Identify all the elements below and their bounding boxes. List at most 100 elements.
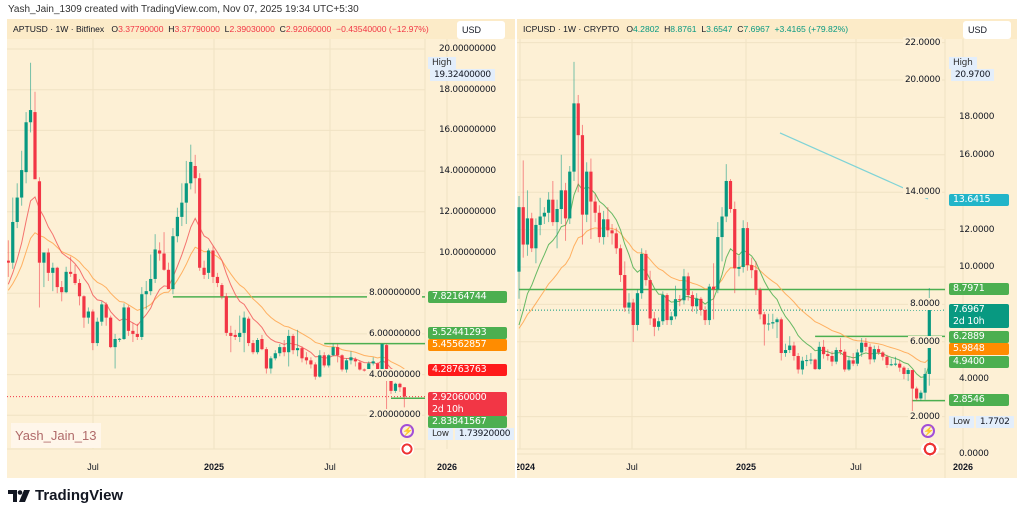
price-tick-label: 0.0000 xyxy=(959,449,989,459)
close-value: 2.92060000 xyxy=(285,24,332,34)
low-marker-value: 1.73920000 xyxy=(454,428,515,440)
low-marker: Low 1.7702 xyxy=(949,416,1014,428)
candle-body xyxy=(95,321,99,344)
candle-body xyxy=(665,295,669,321)
candle-body xyxy=(344,360,349,370)
candle-body xyxy=(202,267,206,275)
candle-body xyxy=(171,236,175,290)
candle xyxy=(758,287,762,320)
candle-body xyxy=(91,311,95,344)
candle xyxy=(906,367,910,382)
low-marker-label: Low xyxy=(949,416,974,428)
candle-body xyxy=(393,383,398,391)
candle xyxy=(46,248,50,281)
candle xyxy=(73,264,77,286)
candle-body xyxy=(669,316,673,321)
author-watermark: Yash_Jain_13 xyxy=(11,423,101,448)
high-value: 3.37790000 xyxy=(174,24,220,34)
us-flag-event-icon[interactable] xyxy=(400,442,414,456)
candle-body xyxy=(327,355,331,366)
candle xyxy=(104,302,108,326)
candle-body xyxy=(648,280,652,319)
candle xyxy=(563,182,568,241)
candle-body xyxy=(813,359,817,370)
candle-body xyxy=(826,354,830,357)
candle-body xyxy=(631,302,635,325)
candle-body xyxy=(64,271,68,293)
high-marker-label: High xyxy=(428,57,456,69)
candle-body xyxy=(703,310,707,321)
currency-selector[interactable]: USD xyxy=(963,21,1011,39)
us-flag-event-icon[interactable] xyxy=(921,442,939,456)
candle xyxy=(821,339,826,359)
tradingview-logo[interactable]: TradingView xyxy=(8,487,123,504)
price-tick-label: 10.00000000 xyxy=(439,247,496,258)
price-tick-label: 6.00000000 xyxy=(367,327,423,340)
moving-average-slow-line xyxy=(518,227,930,364)
candle xyxy=(711,263,716,320)
chart-panel-aptusd[interactable]: APTUSD · 1W · Bitfinex O3.37790000 H3.37… xyxy=(7,19,515,478)
candle xyxy=(402,387,406,408)
lightning-event-icon[interactable]: ⚡ xyxy=(921,424,935,438)
candle-body xyxy=(695,298,699,307)
candle-body xyxy=(51,267,55,273)
candle-body xyxy=(211,250,215,277)
candle-body xyxy=(707,286,711,321)
candle xyxy=(678,295,682,307)
candle-body xyxy=(919,392,923,399)
icpusd-candlestick-chart[interactable] xyxy=(517,19,1017,478)
low-label: L xyxy=(701,24,707,34)
candle xyxy=(180,183,184,227)
open-label: O xyxy=(626,24,633,34)
candle-body xyxy=(86,311,90,318)
candle xyxy=(775,317,779,339)
candle-body xyxy=(741,228,745,267)
candle xyxy=(640,248,644,299)
candle-body xyxy=(576,103,580,136)
candle-body xyxy=(614,233,618,249)
candle-body xyxy=(278,347,282,354)
candle xyxy=(327,354,331,368)
price-tick-label: 18.0000 xyxy=(959,112,995,123)
tradingview-logo-text: TradingView xyxy=(35,487,124,504)
lightning-event-icon[interactable]: ⚡ xyxy=(400,424,414,438)
candle-body xyxy=(233,334,237,337)
candle-body xyxy=(198,178,202,268)
candle-body xyxy=(162,253,166,270)
price-tick-label: 16.00000000 xyxy=(439,125,496,136)
symbol-title[interactable]: APTUSD · 1W · Bitfinex xyxy=(13,24,105,34)
currency-selector[interactable]: USD xyxy=(457,21,505,39)
level-badge: 8.7971 xyxy=(949,283,1009,295)
candle-body xyxy=(551,199,555,223)
candle xyxy=(783,343,788,357)
candle xyxy=(547,192,551,223)
symbol-title[interactable]: ICPUSD · 1W · CRYPTO xyxy=(523,24,620,34)
candle-body xyxy=(555,209,559,223)
candle-body xyxy=(380,344,384,371)
candle xyxy=(530,212,534,253)
candle xyxy=(847,356,851,371)
candle xyxy=(876,345,881,355)
candle-body xyxy=(923,373,927,393)
candle-body xyxy=(610,230,614,234)
candle xyxy=(117,337,122,343)
candle-body xyxy=(711,286,716,290)
price-tick-label: 4.0000 xyxy=(959,374,989,385)
candle xyxy=(242,311,246,353)
candle xyxy=(344,358,349,373)
candle-body xyxy=(131,330,135,334)
candle-body xyxy=(682,276,686,301)
candle xyxy=(661,291,665,325)
candle-body xyxy=(602,219,606,238)
candle-body xyxy=(33,112,37,180)
price-tick-label: 14.00000000 xyxy=(439,166,496,177)
aptusd-candlestick-chart[interactable] xyxy=(7,19,515,478)
candle-body xyxy=(336,347,340,356)
candle xyxy=(830,351,834,367)
candle-body xyxy=(304,357,309,361)
candle-body xyxy=(24,122,28,173)
candle-body xyxy=(623,275,627,308)
candle xyxy=(255,337,260,355)
candle xyxy=(902,366,906,380)
chart-panel-icpusd[interactable]: ICPUSD · 1W · CRYPTO O4.2802 H8.8761 L3.… xyxy=(517,19,1017,478)
